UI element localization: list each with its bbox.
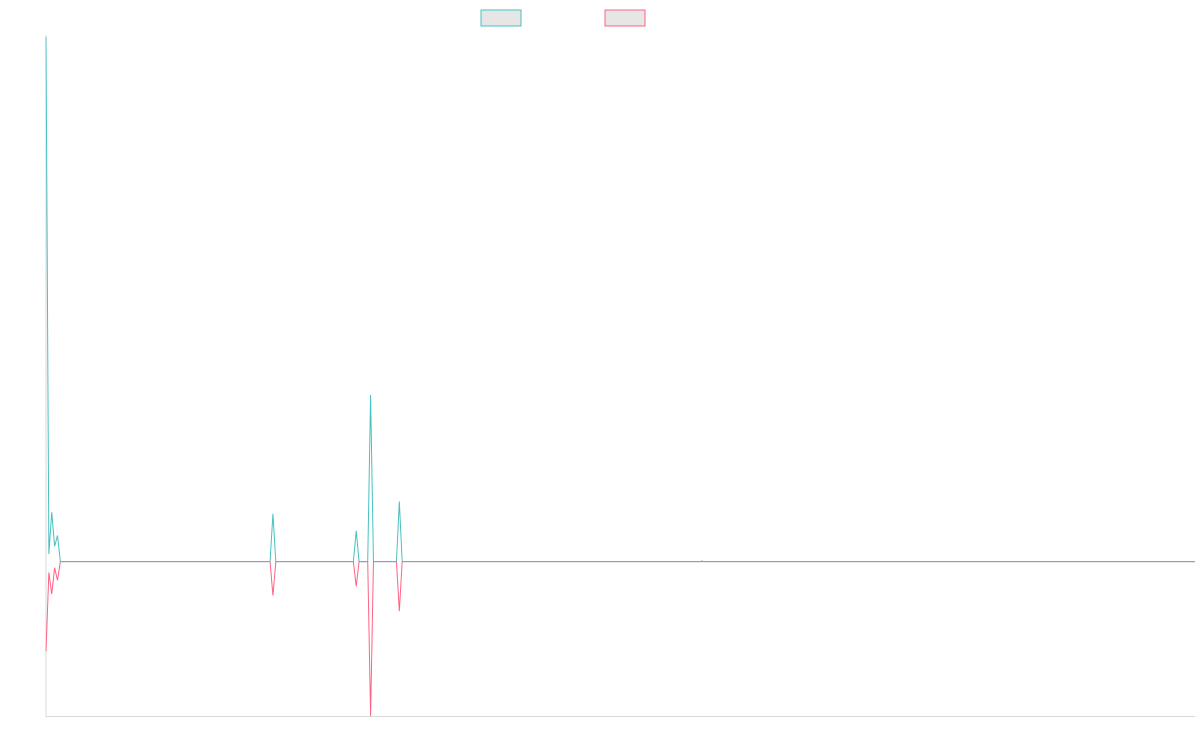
series-2	[45, 561, 1195, 717]
legend	[480, 9, 646, 27]
plot-area	[45, 35, 1195, 717]
legend-swatch-1[interactable]	[480, 9, 522, 27]
series-2-line	[45, 561, 1195, 717]
series-1	[45, 36, 1195, 563]
series-1-line	[45, 36, 1195, 563]
series-layer	[45, 36, 1195, 717]
legend-swatch-2[interactable]	[604, 9, 646, 27]
